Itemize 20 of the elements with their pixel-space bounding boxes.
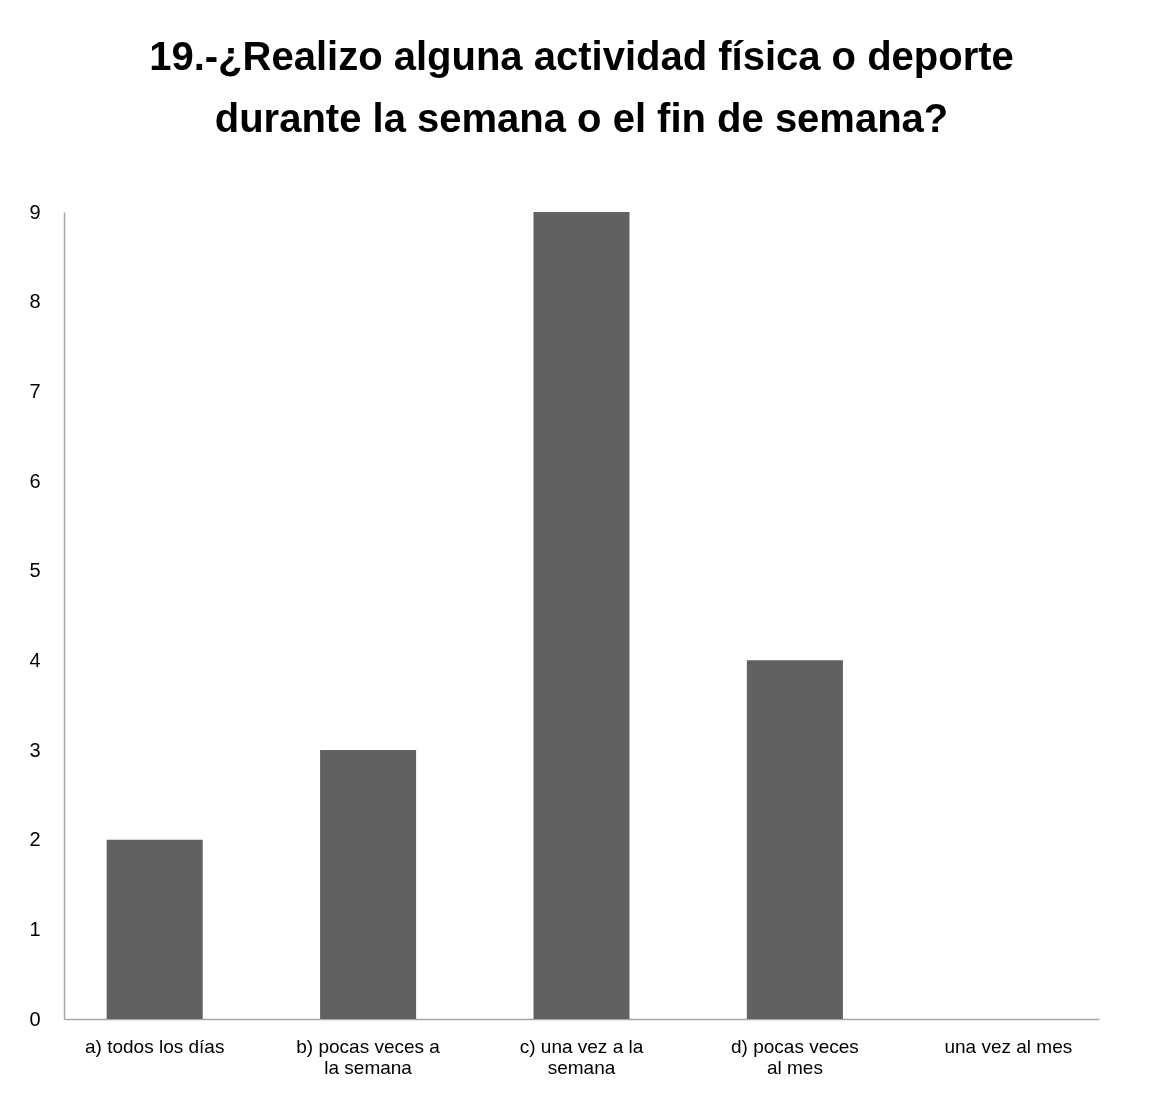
y-tick-label: 9 [29, 200, 41, 223]
y-tick-label: 1 [29, 917, 41, 940]
bar [746, 660, 843, 1019]
y-tick-label: 6 [29, 469, 41, 492]
x-tick-label: d) pocas veces al mes [731, 1035, 859, 1078]
y-tick-label: 4 [29, 648, 41, 671]
y-tick-label: 0 [29, 1007, 41, 1030]
bar [320, 750, 417, 1019]
chart-title: 19.-¿Realizo alguna actividad física o deporte durante la semana o el fin de semana? [149, 34, 1014, 140]
x-tick-label: una vez al mes [944, 1035, 1073, 1057]
y-tick-label: 2 [29, 828, 41, 851]
x-tick-label: a) todos los días [84, 1035, 225, 1057]
x-tick-label: b) pocas veces a la semana [296, 1035, 441, 1078]
bar [533, 212, 630, 1019]
x-tick-label: c) una vez a la semana [519, 1035, 644, 1078]
bar [106, 839, 203, 1019]
y-tick-label: 3 [29, 738, 41, 761]
y-tick-label: 8 [29, 290, 41, 313]
y-tick-label: 5 [29, 559, 41, 582]
y-tick-label: 7 [29, 379, 41, 402]
